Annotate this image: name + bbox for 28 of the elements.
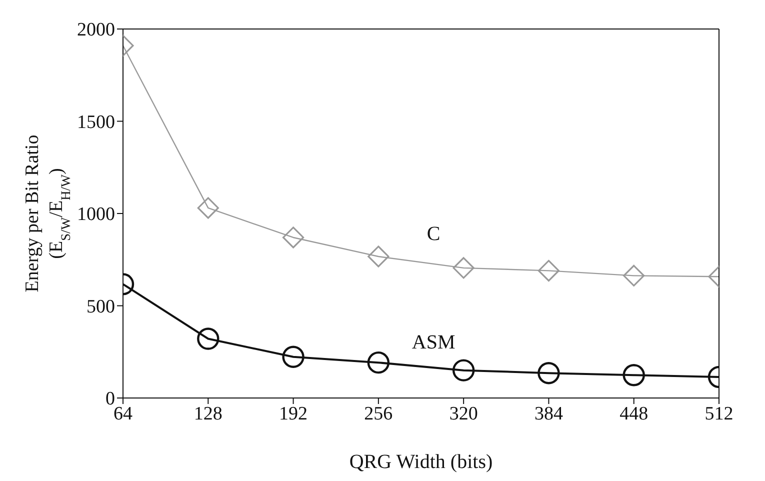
x-tick-label: 128 [194, 403, 222, 424]
y-tick-label: 1000 [77, 204, 115, 226]
point [368, 246, 390, 268]
series-label: C [426, 222, 440, 245]
x-axis-title: QRG Width (bits) [349, 451, 493, 473]
y-tick-label: 1500 [77, 112, 115, 133]
x-tick-label: 448 [620, 403, 648, 424]
y-tick-label: 2000 [77, 20, 115, 41]
x-tick-label: 256 [364, 403, 393, 424]
point [282, 226, 304, 248]
y-tick-label: 500 [86, 296, 115, 318]
point [623, 264, 645, 286]
x-tick-label: 384 [534, 403, 564, 424]
x-tick-label: 512 [704, 403, 734, 424]
point [452, 257, 474, 279]
point [282, 346, 304, 368]
point [538, 260, 560, 282]
point [452, 359, 475, 382]
x-tick-label: 192 [279, 403, 308, 424]
point [367, 351, 390, 374]
x-tick-label: 64 [114, 403, 133, 424]
x-tick-label: 320 [449, 403, 478, 424]
point [197, 328, 220, 350]
point [622, 364, 645, 386]
point [538, 362, 560, 384]
point [197, 197, 219, 219]
y-tick-label: 0 [106, 388, 115, 410]
series-label: ASM [412, 331, 456, 354]
